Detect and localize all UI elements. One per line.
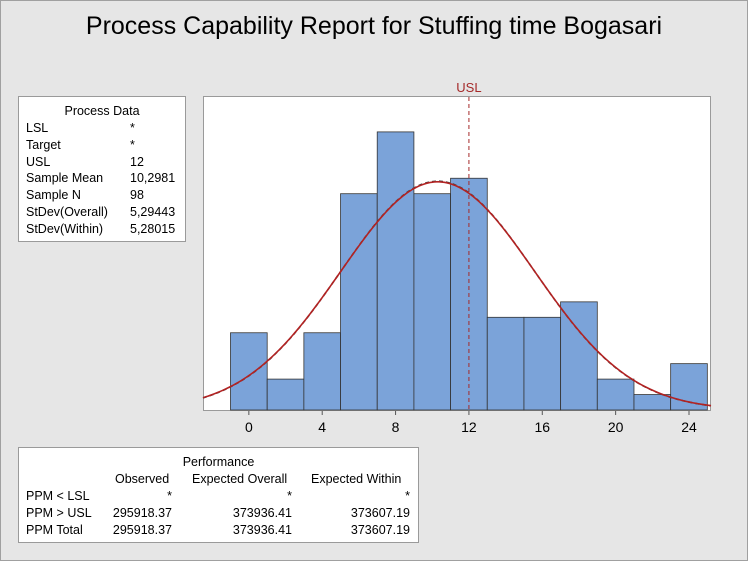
cell-value: 295918.37 <box>112 506 172 520</box>
process-data-row: Target * <box>19 138 185 155</box>
row-value: 5,29443 <box>130 204 176 219</box>
performance-panel: Performance Observed Expected Overall Ex… <box>18 447 419 543</box>
row-label: PPM Total <box>26 523 83 537</box>
row-value: * <box>130 121 135 135</box>
process-data-row: StDev(Overall) 5,29443 <box>19 205 185 222</box>
column-header-expected-within: Expected Within <box>311 472 402 486</box>
row-value: 12 <box>130 154 144 169</box>
cell-value: * <box>287 489 292 503</box>
histogram-bar <box>633 394 672 411</box>
overall-normal-curve <box>202 181 712 407</box>
histogram-bar <box>596 378 635 411</box>
x-tick-label: 16 <box>534 419 550 435</box>
row-label: Target <box>26 137 61 152</box>
histogram-bar <box>266 378 305 411</box>
histogram-bar <box>523 316 562 411</box>
row-label: LSL <box>26 121 49 135</box>
row-label: Sample Mean <box>26 171 104 186</box>
cell-value: 373607.19 <box>350 523 410 537</box>
histogram-chart: USL 0 4 8 12 16 20 24 <box>202 80 712 435</box>
x-tick-label: 24 <box>681 419 697 435</box>
x-tick-label: 12 <box>461 419 477 435</box>
process-data-row: StDev(Within) 5,28015 <box>19 222 185 239</box>
histogram-bar <box>376 131 415 411</box>
cell-value: * <box>167 489 172 503</box>
process-data-row: Sample Mean 10,2981 <box>19 171 185 188</box>
x-tick-label: 8 <box>392 419 400 435</box>
row-label: PPM > USL <box>26 506 92 520</box>
histogram-bar <box>560 301 598 411</box>
cell-value: * <box>405 489 410 503</box>
row-label: StDev(Overall) <box>26 204 108 219</box>
histogram-bar <box>413 193 451 411</box>
column-header-expected-overall: Expected Overall <box>192 472 288 486</box>
histogram-bar <box>486 316 525 411</box>
cell-value: 373607.19 <box>350 506 410 520</box>
performance-header: Performance <box>182 455 255 469</box>
row-value: 5,28015 <box>130 221 176 236</box>
row-label: PPM < LSL <box>26 489 90 503</box>
process-data-row: USL 12 <box>19 155 185 172</box>
histogram-bar <box>340 193 378 411</box>
histogram-bar <box>303 332 341 411</box>
row-value: * <box>130 137 135 152</box>
column-header-observed: Observed <box>115 472 170 486</box>
usl-label: USL <box>456 80 481 95</box>
chart-title: Process Capability Report for Stuffing t… <box>85 12 663 40</box>
cell-value: 295918.37 <box>112 523 172 537</box>
cell-value: 373936.41 <box>232 523 292 537</box>
cell-value: 373936.41 <box>232 506 292 520</box>
process-data-row: LSL * <box>19 121 185 138</box>
row-value: 10,2981 <box>130 171 176 186</box>
row-label: StDev(Within) <box>26 221 104 236</box>
row-value: 98 <box>130 188 144 203</box>
x-tick-label: 20 <box>608 419 624 435</box>
row-label: Sample N <box>26 188 81 203</box>
process-data-panel: Process Data LSL * Target * USL 12 Sample M… <box>18 96 186 242</box>
process-data-header: Process Data <box>64 104 140 118</box>
histogram-bar <box>670 363 708 411</box>
x-tick-label: 0 <box>245 419 253 435</box>
process-data-row: Sample N 98 <box>19 188 185 205</box>
row-label: USL <box>26 154 51 169</box>
histogram-bar <box>230 332 268 411</box>
x-tick-label: 4 <box>318 419 326 435</box>
